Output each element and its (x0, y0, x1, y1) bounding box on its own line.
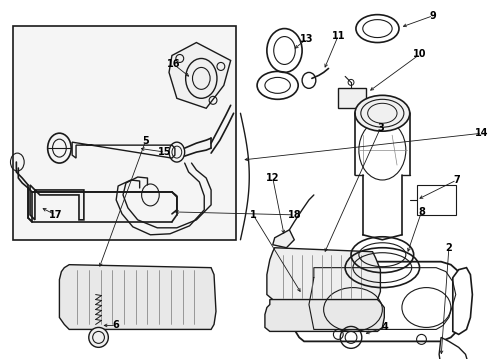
Text: 5: 5 (142, 136, 149, 146)
Polygon shape (438, 337, 468, 360)
Bar (338, 88, 365, 108)
Polygon shape (292, 262, 465, 341)
Text: 7: 7 (452, 175, 459, 185)
Text: 16: 16 (167, 59, 180, 69)
Polygon shape (72, 142, 175, 158)
Text: 15: 15 (158, 147, 171, 157)
Text: 8: 8 (417, 207, 424, 217)
Text: 14: 14 (474, 128, 488, 138)
Text: 3: 3 (376, 123, 383, 133)
Text: 13: 13 (300, 33, 313, 44)
Text: 6: 6 (113, 320, 119, 330)
Polygon shape (59, 265, 216, 329)
Polygon shape (30, 185, 84, 220)
Text: 1: 1 (249, 210, 256, 220)
Polygon shape (264, 300, 384, 332)
Text: 18: 18 (287, 210, 301, 220)
Text: 17: 17 (49, 210, 62, 220)
Text: 11: 11 (331, 31, 345, 41)
Circle shape (89, 328, 108, 347)
Text: 4: 4 (381, 323, 388, 332)
Text: 2: 2 (445, 243, 451, 253)
Polygon shape (266, 248, 380, 305)
Text: 9: 9 (429, 11, 436, 21)
Ellipse shape (354, 95, 409, 131)
Polygon shape (169, 42, 230, 108)
Bar (416, 185, 455, 215)
Text: 10: 10 (412, 49, 426, 59)
Bar (13, 26, 235, 240)
Polygon shape (452, 268, 471, 334)
Polygon shape (272, 230, 294, 248)
Text: 12: 12 (265, 173, 279, 183)
